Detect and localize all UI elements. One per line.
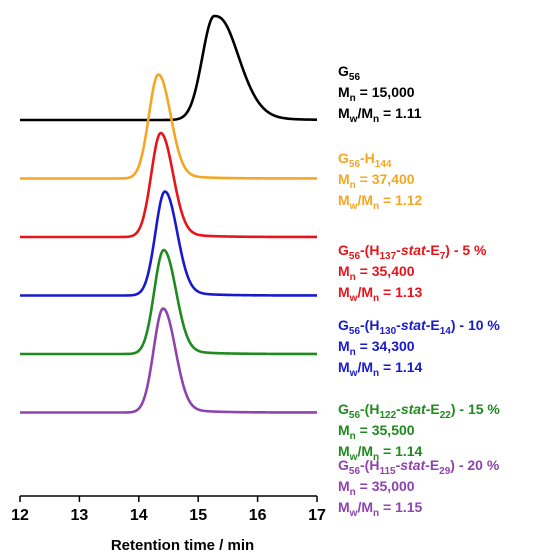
- series-line-5: [19, 307, 318, 414]
- series-label-5: G56-(H115-stat-E29) - 20 %Mn = 35,000Mw/…: [338, 457, 500, 519]
- mn-value: Mn = 15,000: [338, 84, 415, 104]
- mn-value: Mn = 37,400: [338, 171, 415, 191]
- dispersity-value: Mw/Mn = 1.14: [338, 359, 423, 379]
- series-line-2: [19, 131, 318, 239]
- mn-value: Mn = 35,500: [338, 422, 415, 442]
- series-label-4: G56-(H122-stat-E22) - 15 %Mn = 35,500Mw/…: [338, 401, 500, 463]
- series-line-0: [19, 14, 318, 122]
- dispersity-value: Mw/Mn = 1.15: [338, 499, 423, 519]
- series-line-4: [19, 248, 318, 356]
- series-line-3: [19, 190, 318, 297]
- series-name: G56-(H122-stat-E22) - 15 %: [338, 401, 500, 421]
- x-axis-title: Retention time / min: [111, 537, 254, 554]
- x-tick-label: 13: [71, 507, 89, 524]
- series-name: G56-(H137-stat-E7) - 5 %: [338, 242, 487, 262]
- traces-group: [19, 14, 318, 414]
- mn-value: Mn = 35,400: [338, 263, 415, 283]
- series-label-3: G56-(H130-stat-E14) - 10 %Mn = 34,300Mw/…: [338, 317, 500, 379]
- x-axis-ticks: 12 13 14 15 16 17: [11, 496, 326, 524]
- dispersity-value: Mw/Mn = 1.13: [338, 284, 423, 304]
- dispersity-value: Mw/Mn = 1.11: [338, 105, 422, 125]
- x-tick-label: 14: [130, 507, 148, 524]
- series-name: G56-H144: [338, 150, 392, 170]
- dispersity-value: Mw/Mn = 1.14: [338, 443, 423, 463]
- series-name: G56: [338, 63, 360, 83]
- x-tick-label: 16: [249, 507, 267, 524]
- mn-value: Mn = 34,300: [338, 338, 415, 358]
- series-label-2: G56-(H137-stat-E7) - 5 %Mn = 35,400Mw/Mn…: [338, 242, 487, 304]
- dispersity-value: Mw/Mn = 1.12: [338, 192, 423, 212]
- x-tick-label: 15: [189, 507, 207, 524]
- series-name: G56-(H130-stat-E14) - 10 %: [338, 317, 500, 337]
- series-line-1: [19, 73, 318, 180]
- x-tick-label: 12: [11, 507, 29, 524]
- mn-value: Mn = 35,000: [338, 478, 415, 498]
- series-name: G56-(H115-stat-E29) - 20 %: [338, 457, 500, 477]
- x-tick-label: 17: [308, 507, 326, 524]
